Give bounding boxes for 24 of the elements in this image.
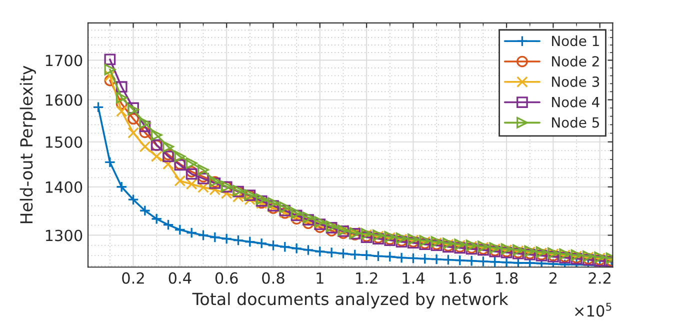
text: ×10$^{5}$ (575, 302, 612, 317)
legend-label: Node 5 (552, 116, 599, 128)
legend-label: Node 3 (552, 76, 600, 87)
x-tick-label: 0.6 (215, 272, 238, 284)
x-tick-label: 2.2 (588, 272, 610, 284)
x-tick-label: 1.6 (449, 272, 472, 284)
x-tick-label: 2 (549, 272, 557, 284)
x-tick-label: 1 (316, 272, 324, 284)
y-tick-label: 1300 (46, 230, 82, 242)
x-tick-label: 1.2 (356, 272, 378, 284)
y-tick-label: 1700 (46, 54, 82, 66)
x-tick-label: 0.8 (262, 272, 284, 284)
y-axis-title: Held-out Perplexity (20, 66, 36, 224)
legend-label: Node 4 (552, 96, 600, 108)
y-tick-label: 1600 (46, 94, 82, 106)
y-tick-label: 1400 (46, 181, 82, 193)
x-tick-label: 1.8 (496, 272, 518, 284)
x-axis-title: Total documents analyzed by network (192, 292, 508, 308)
x-tick-label: 0.2 (122, 272, 144, 284)
y-tick-label: 1500 (46, 136, 82, 148)
legend-label: Node 2 (552, 56, 599, 67)
legend-label: Node 1 (552, 35, 599, 46)
x-tick-label: 0.4 (168, 272, 192, 284)
x-tick-label: 1.4 (402, 272, 425, 284)
